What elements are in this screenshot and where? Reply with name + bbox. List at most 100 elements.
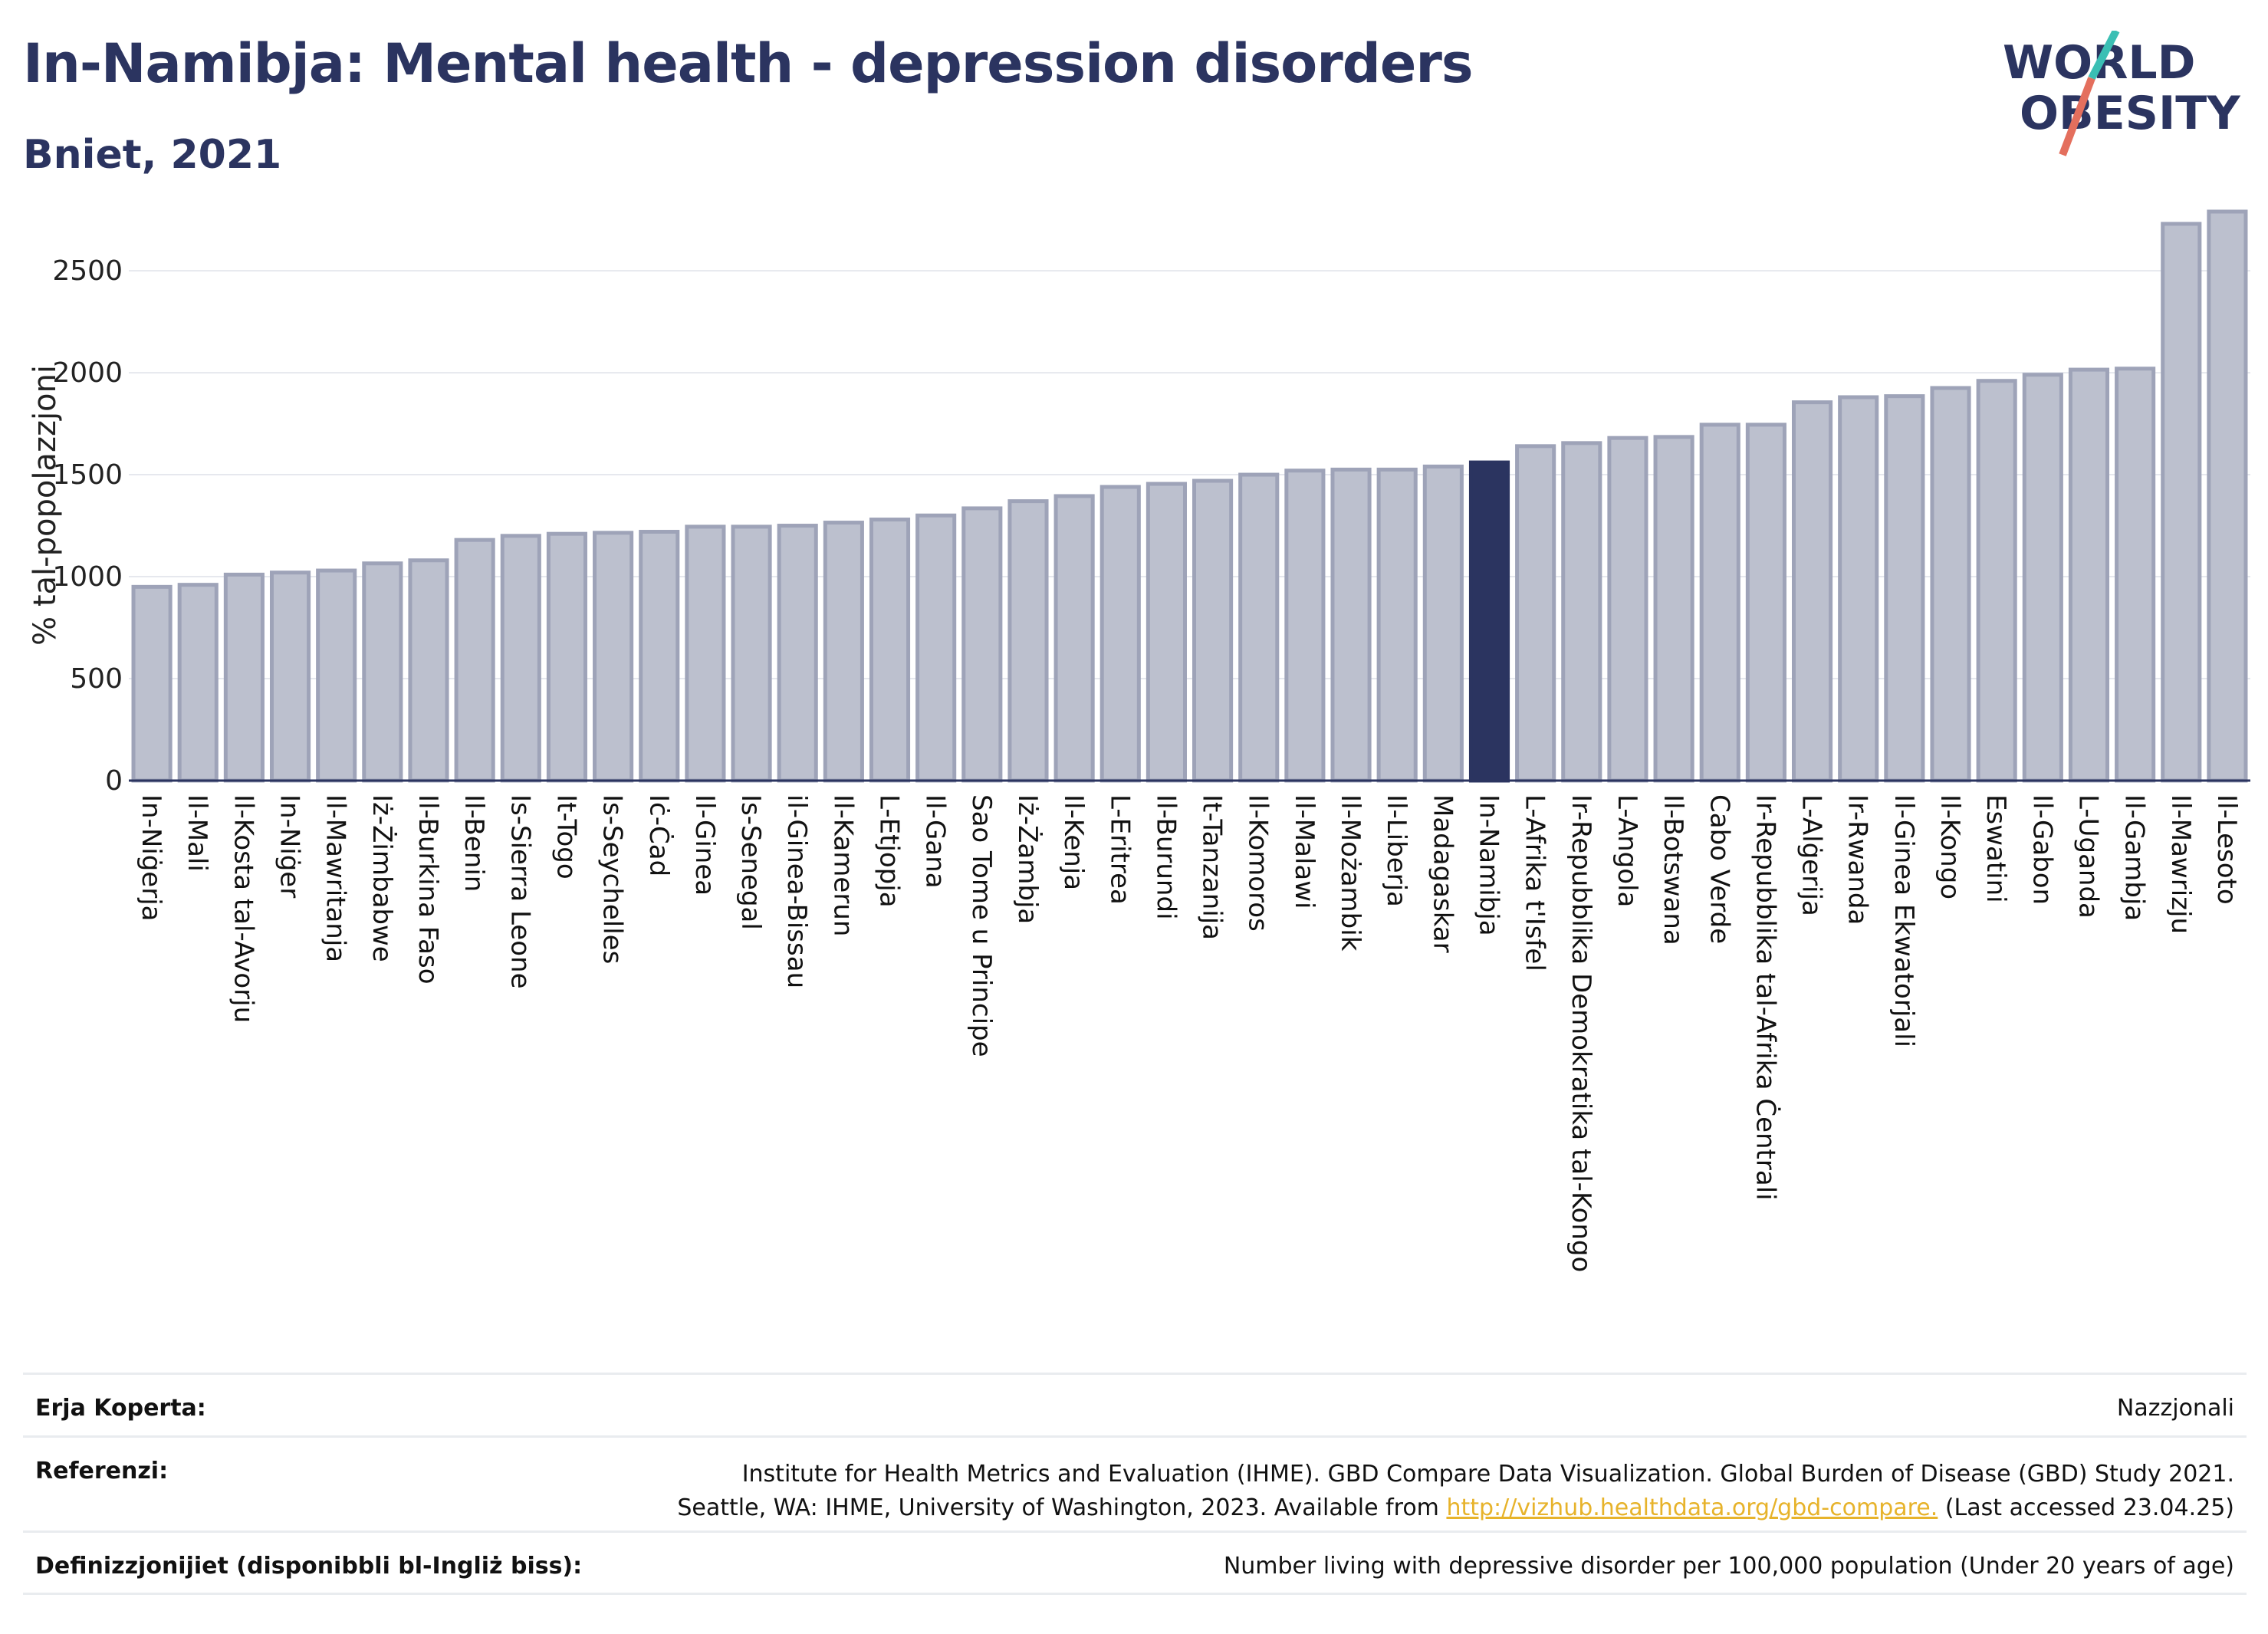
y-axis-title: % tal-popolazzjoni — [28, 365, 63, 646]
x-tick-label: In-Niġer — [274, 794, 305, 898]
bar — [2115, 367, 2156, 783]
x-tick-label: Il-Kongo — [1934, 794, 1965, 899]
bar — [961, 506, 1003, 783]
x-tick-label: Il-Botswana — [1658, 794, 1688, 945]
x-tick-label: Sao Tome u Principe — [966, 794, 997, 1057]
bar — [1053, 494, 1095, 783]
x-tick-label: Iċ-Ċad — [643, 794, 675, 876]
y-tick-label: 2500 — [52, 255, 123, 287]
footer-row-definitions: Definizzjonijiet (disponibbli bl-Ingliż … — [23, 1530, 2247, 1595]
x-tick-label: Il-Gambja — [2119, 794, 2150, 921]
y-tick-label: 1000 — [52, 561, 123, 593]
footer-row-references: Referenzi: Institute for Health Metrics … — [23, 1435, 2247, 1530]
x-tick-label: Ir-Rwanda — [1842, 794, 1873, 925]
bar — [1607, 436, 1648, 783]
x-tick-label: In-Niġerja — [136, 794, 166, 921]
x-tick-label: Il-Gana — [920, 794, 951, 889]
x-tick-label: Il-Mawrizju — [2165, 794, 2196, 934]
x-tick-label: Il-Możambik — [1335, 794, 1366, 952]
x-tick-label: il-Ginea-Bissau — [781, 794, 812, 988]
x-tick-label: It-Tanzanija — [1197, 794, 1228, 940]
bar — [1007, 499, 1049, 783]
x-tick-label: Il-Mali — [182, 794, 212, 872]
x-tick-label: Il-Ginea Ekwatorjali — [1888, 794, 1919, 1047]
x-tick-label: Il-Liberja — [1381, 794, 1412, 907]
bar — [223, 572, 265, 783]
references-value: Institute for Health Metrics and Evaluat… — [677, 1458, 2234, 1530]
x-tick-label: Il-Kosta tal-Avorju — [228, 794, 258, 1023]
x-tick-label: Il-Mawritanja — [320, 794, 351, 962]
x-tick-labels: In-Niġerja Il-Mali Il-Kosta tal-Avorju In-N… — [136, 794, 2242, 1272]
bar — [454, 538, 495, 783]
y-tick-label: 0 — [105, 765, 123, 797]
bar — [1192, 478, 1234, 783]
definitions-label: Definizzjonijiet (disponibbli bl-Ingliż … — [35, 1553, 583, 1580]
bars — [131, 209, 2248, 783]
x-tick-label: L-Uganda — [2072, 794, 2103, 919]
world-obesity-logo: WORLD OBESITY — [2003, 31, 2241, 156]
logo-line2: OBESITY — [2020, 87, 2241, 140]
x-tick-label: L-Eritrea — [1104, 794, 1135, 905]
x-tick-label: Iż-Żambja — [1012, 794, 1043, 924]
x-tick-label: In-Namibja — [1473, 794, 1504, 936]
x-tick-label: Is-Sierra Leone — [505, 794, 535, 989]
x-tick-label: Iż-Żimbabwe — [366, 794, 397, 962]
x-tick-label: Ir-Repubblika tal-Afrika Ċentrali — [1750, 794, 1781, 1201]
bar — [731, 524, 772, 783]
bar — [500, 534, 541, 783]
bar — [777, 524, 818, 783]
bar — [131, 584, 173, 783]
x-tick-label: Cabo Verde — [1704, 794, 1734, 944]
bar — [1376, 467, 1418, 783]
x-tick-label: Il-Gabon — [2026, 794, 2057, 905]
logo-slash-red — [2059, 77, 2095, 156]
bar — [1284, 469, 1326, 783]
x-tick-label: Il-Komoros — [1243, 794, 1274, 932]
bar — [1330, 467, 1372, 783]
bar — [546, 531, 588, 783]
bar — [1976, 379, 2017, 783]
x-tick-label: Eswatini — [1980, 794, 2011, 903]
x-tick-label: L-Afrika t'Isfel — [1520, 794, 1550, 972]
definitions-value: Number living with depressive disorder p… — [1223, 1553, 2234, 1580]
bar — [2161, 222, 2202, 783]
references-line1: Institute for Health Metrics and Evaluat… — [741, 1461, 2234, 1488]
footer-table: Erja Koperta: Nazzjonali Referenzi: Inst… — [23, 1373, 2247, 1595]
bar — [915, 513, 957, 783]
x-tick-label: Il-Kamerun — [827, 794, 858, 936]
bar — [1930, 386, 1971, 783]
bar — [177, 583, 219, 783]
bar — [1745, 422, 1786, 783]
bar — [408, 558, 449, 783]
bar-highlight — [1468, 460, 1510, 783]
references-line2-pre: Seattle, WA: IHME, University of Washing… — [677, 1494, 1447, 1521]
bar — [316, 568, 357, 783]
x-tick-label: Madagaskar — [1427, 794, 1458, 953]
bar — [1699, 422, 1740, 783]
y-tick-label: 2000 — [52, 357, 123, 389]
footer-row-coverage: Erja Koperta: Nazzjonali — [23, 1373, 2247, 1435]
x-tick-label: Il-Kenja — [1058, 794, 1089, 890]
coverage-value: Nazzjonali — [2116, 1395, 2234, 1422]
bar — [1884, 394, 1925, 783]
y-tick-label: 1500 — [52, 459, 123, 491]
x-tick-label: Is-Senegal — [735, 794, 766, 930]
x-tick-label: Ir-Repubblika Demokratika tal-Kongo — [1566, 794, 1596, 1272]
x-tick-label: L-Angola — [1612, 794, 1642, 907]
x-tick-label: L-Alġerija — [1796, 794, 1827, 916]
bar — [1791, 400, 1833, 783]
x-tick-label: Il-Malawi — [1289, 794, 1320, 909]
page-subtitle: Bniet, 2021 — [23, 132, 282, 178]
bar-chart: 0 500 1000 1500 2000 2500 In-Niġerja Il-Mali Il… — [28, 209, 2250, 1272]
bar — [1146, 482, 1187, 783]
bar — [593, 531, 634, 783]
bar — [869, 518, 911, 783]
page-title: In-Namibja: Mental health - depression d… — [23, 32, 1474, 95]
coverage-label: Erja Koperta: — [35, 1395, 206, 1422]
bar — [1838, 395, 1879, 783]
references-link[interactable]: http://vizhub.healthdata.org/gbd-compare… — [1446, 1494, 1938, 1521]
x-tick-label: Il-Benin — [459, 794, 489, 892]
y-tick-label: 500 — [70, 663, 123, 695]
x-tick-label: Il-Lesoto — [2211, 794, 2242, 905]
x-tick-label: L-Etjopja — [874, 794, 905, 908]
